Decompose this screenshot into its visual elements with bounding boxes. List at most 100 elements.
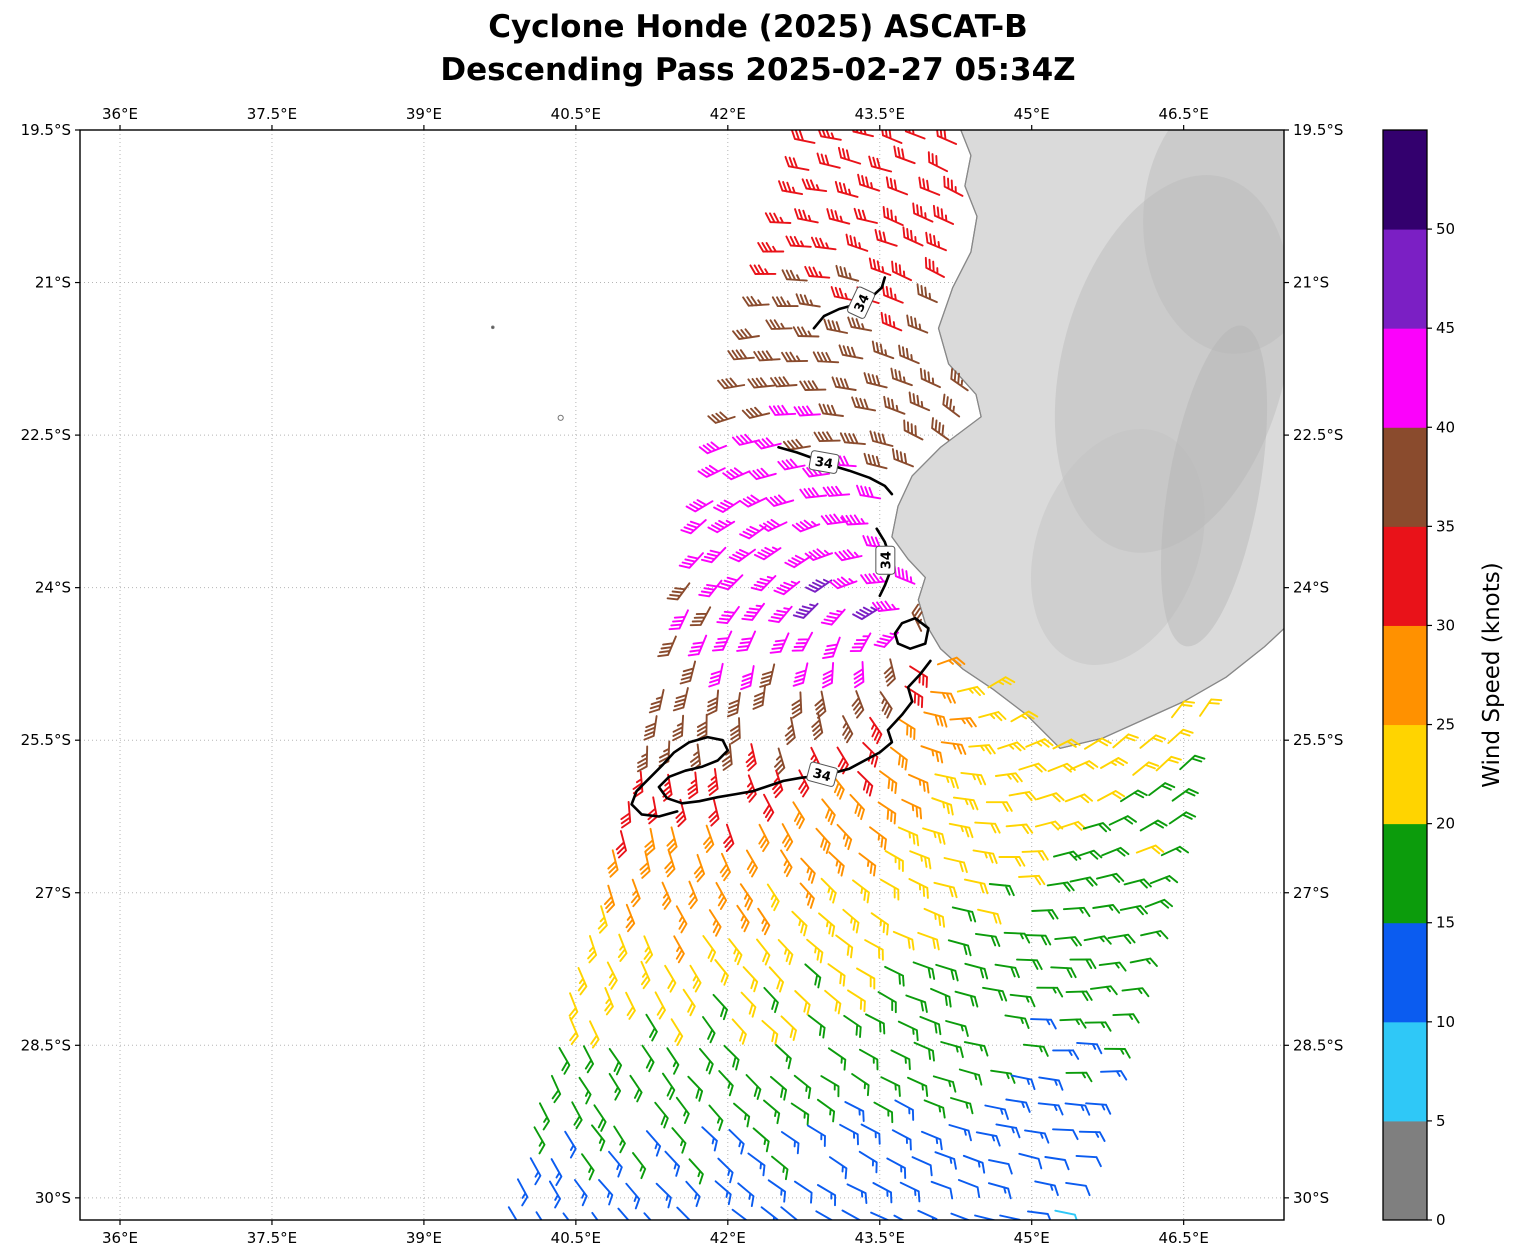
wind-barb [1010,1074,1036,1091]
wind-barb [591,1124,606,1152]
wind-barb [994,963,1020,979]
wind-barb [823,318,849,334]
wind-barb [644,827,656,856]
wind-barb [587,935,598,964]
wind-barb [842,715,854,744]
wind-barb [827,1047,847,1071]
wind-barb [916,283,938,304]
wind-barb [613,1125,626,1154]
wind-barb [984,1104,1009,1120]
wind-barb [1085,1102,1112,1115]
wind-barb [882,206,904,227]
x-tick-label-bottom: 37.5°E [247,1229,297,1247]
wind-barb [815,827,831,855]
wind-barb [1037,1102,1064,1116]
wind-barb [582,1045,595,1074]
wind-barb [891,260,913,282]
wind-barb [890,1049,911,1071]
wind-barb [873,1101,894,1124]
wind-barb [1121,987,1150,998]
wind-barb [1100,1070,1128,1081]
wind-barb [771,296,799,308]
wind-barb [768,966,785,993]
wind-barb [943,857,968,874]
wind-barb [664,1150,681,1177]
wind-barb [693,853,706,883]
wind-barb [708,1104,724,1132]
wind-barb [799,487,828,499]
contour-label-34: 34 [806,761,838,787]
wind-barb [963,878,989,895]
wind-barb [873,631,899,648]
wind-barb [909,850,932,870]
wind-barb [706,689,720,716]
colorbar-segment [1383,1021,1427,1122]
wind-barb [759,518,788,532]
wind-barb [719,852,731,882]
wind-barb [680,519,707,535]
wind-barb [673,935,685,964]
wind-barb [591,1211,599,1220]
wind-barb [687,1075,704,1102]
wind-barb [632,1152,647,1180]
wind-barb [753,437,782,450]
wind-barb [578,1076,592,1105]
wind-barb [1073,849,1103,860]
wind-barb [781,351,809,363]
wind-barb [1064,793,1094,804]
wind-barb [1076,1041,1103,1055]
wind-barb [883,658,896,687]
wind-barb [813,431,841,443]
wind-barb [919,367,941,389]
wind-barb [757,907,771,936]
wind-barb [617,1207,630,1220]
wind-barb [1139,819,1168,832]
wind-barb [852,879,870,904]
wind-barb [689,606,712,627]
wind-barb [661,1072,676,1101]
wind-barb [1101,846,1130,857]
wind-barb [958,1068,983,1086]
wind-barb [728,1128,745,1155]
wind-barb [1144,898,1174,909]
colorbar-tick-label: 20 [1436,815,1455,833]
wind-barb [708,798,720,827]
wind-barb [860,572,888,585]
wind-barb [893,145,916,165]
wind-barb [871,340,895,360]
wind-barb [839,432,866,446]
wind-barb [747,1152,766,1177]
wind-barb [870,912,889,936]
y-tick-label-right: 21°S [1293,274,1329,292]
wind-barb [931,797,954,816]
wind-barb [890,367,913,387]
wind-barb [889,746,908,771]
wind-barb [901,798,923,820]
wind-barb [701,1126,718,1152]
wind-barb [745,743,757,772]
wind-barb [726,691,741,718]
wind-barb [879,691,893,719]
wind-barb [1034,1180,1059,1197]
wind-barb [858,1048,879,1071]
wind-barb [1167,728,1194,745]
wind-barb [821,661,835,689]
wind-barb [1018,1152,1043,1170]
wind-barb [765,319,793,330]
wind-barb [923,907,946,928]
wind-barb [948,1124,972,1142]
wind-barb [847,316,873,332]
wind-barb [792,602,819,619]
wind-barb [893,1214,905,1220]
colorbar-segment [1383,526,1427,626]
wind-barb [922,827,946,845]
wind-barb [643,715,658,741]
y-tick-label-right: 25.5°S [1293,731,1343,749]
wind-barb [872,1182,893,1204]
wind-barb [670,1018,684,1046]
wind-barb [679,660,697,685]
wind-barb [748,467,777,481]
wind-barb [925,231,947,252]
wind-barb [1171,788,1199,802]
wind-barb [999,1214,1021,1220]
